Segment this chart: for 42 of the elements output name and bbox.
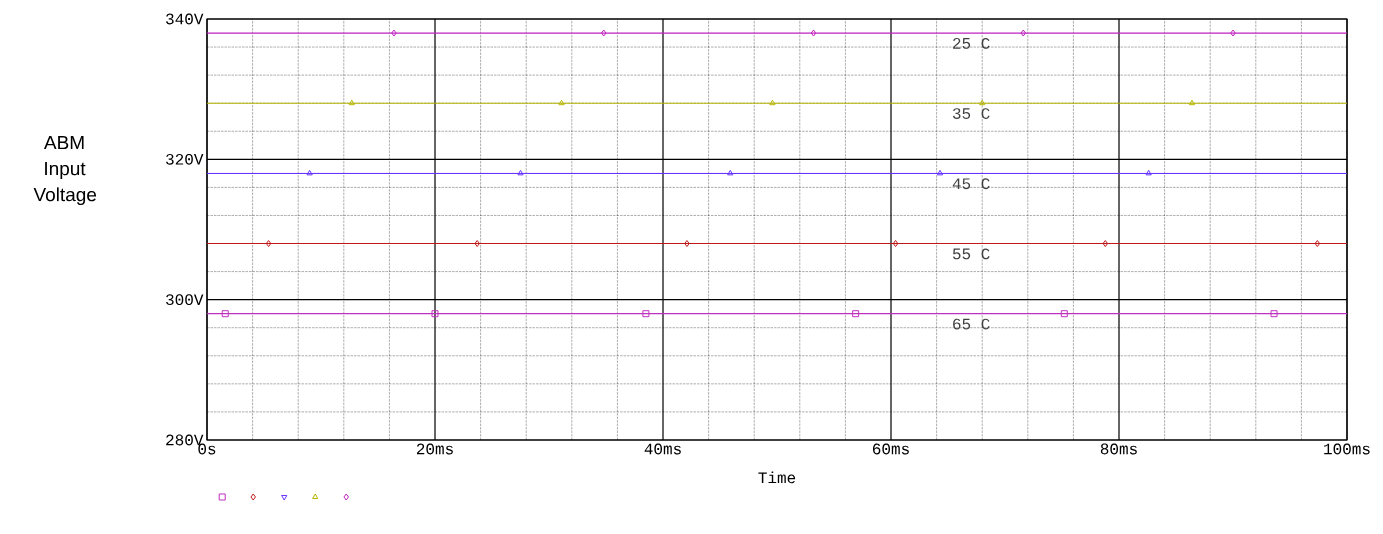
point xyxy=(642,310,650,318)
point xyxy=(1060,310,1068,318)
x-tick-label: 40ms xyxy=(644,443,681,455)
point xyxy=(558,99,565,106)
point xyxy=(769,99,776,106)
series-label: 45 C xyxy=(952,178,990,190)
x-tick-label: 80ms xyxy=(1100,443,1137,455)
point xyxy=(1314,240,1321,248)
x-tick-label: 100ms xyxy=(1324,443,1370,455)
y-axis-title: ABM Input Voltage xyxy=(33,136,97,206)
point xyxy=(852,310,860,318)
point xyxy=(1145,169,1152,176)
point xyxy=(810,29,817,37)
point xyxy=(221,310,229,318)
x-tick-label: 20ms xyxy=(416,443,453,455)
point xyxy=(265,240,272,248)
y-tick-label: 320V xyxy=(166,153,204,165)
point xyxy=(1188,99,1196,106)
point xyxy=(306,169,313,176)
point xyxy=(1102,240,1109,248)
point xyxy=(600,29,607,37)
point xyxy=(892,240,899,248)
y-tick-label: 340V xyxy=(166,13,204,25)
point xyxy=(474,240,480,248)
series-label: 25 C xyxy=(953,37,990,49)
point xyxy=(684,240,690,248)
point xyxy=(1020,29,1026,37)
point xyxy=(431,310,439,318)
series-label: 35 C xyxy=(952,108,990,119)
point xyxy=(979,99,986,106)
y-tick-label: 300V xyxy=(166,294,204,306)
series-label: 55 C xyxy=(952,248,990,260)
point xyxy=(517,169,524,176)
x-tick-label: 60ms xyxy=(872,443,909,455)
x-axis-title: Time xyxy=(758,471,796,484)
point xyxy=(727,169,734,176)
point xyxy=(1270,310,1278,318)
point xyxy=(1230,29,1236,37)
series-label: 65 C xyxy=(953,318,990,330)
point xyxy=(936,169,944,176)
point xyxy=(391,29,397,37)
point xyxy=(348,99,355,106)
